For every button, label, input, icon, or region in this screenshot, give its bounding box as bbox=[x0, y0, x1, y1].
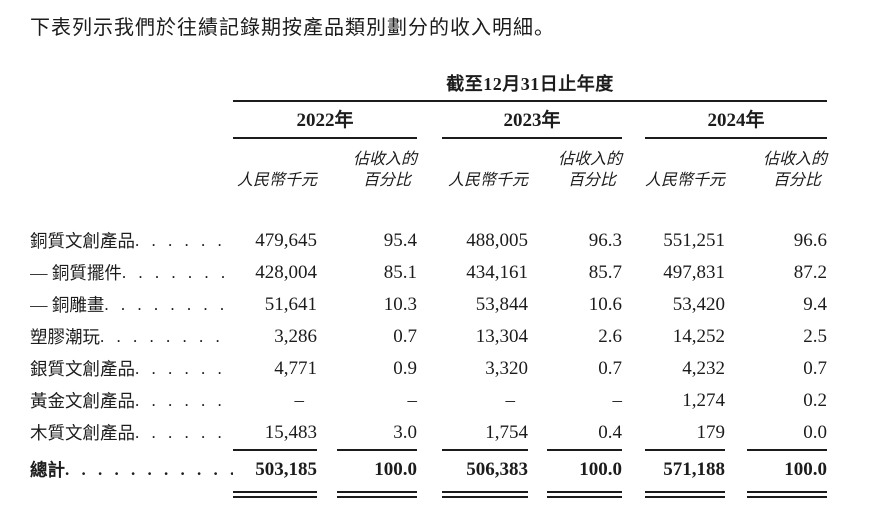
pct-2022: 0.9 bbox=[393, 358, 417, 379]
dot-leader bbox=[104, 289, 233, 321]
row-label: 黃金文創產品 bbox=[30, 385, 233, 417]
amount-header-2024: 人民幣千元 bbox=[645, 172, 726, 189]
pct-2024: 0.0 bbox=[803, 422, 827, 443]
pct-2023: 0.7 bbox=[598, 358, 622, 379]
total-row: 總計 503,185 100.0 506,383 100.0 571,188 1… bbox=[30, 451, 827, 489]
amount-2023: – bbox=[505, 390, 516, 411]
row-label: — 銅質擺件 bbox=[30, 257, 233, 289]
pct-header-2023: 佔收入的 百分比 bbox=[557, 151, 622, 189]
amount-2022: 51,641 bbox=[264, 294, 317, 315]
year-2024-header: 2024年 bbox=[645, 110, 827, 139]
pct-2023: 96.3 bbox=[588, 230, 622, 251]
pct-2022: 95.4 bbox=[383, 230, 417, 251]
pct-2023: 85.7 bbox=[588, 262, 622, 283]
pct-header-2024: 佔收入的 百分比 bbox=[762, 151, 827, 189]
table-row: 銅質文創產品 479,645 95.4 488,005 96.3 551,251… bbox=[30, 225, 827, 257]
amount-2024: 53,420 bbox=[672, 294, 725, 315]
amount-2023: 1,754 bbox=[485, 422, 528, 443]
year-2022-header: 2022年 bbox=[233, 110, 417, 139]
pct-2023: – bbox=[612, 390, 623, 411]
amount-2022: 15,483 bbox=[264, 422, 317, 443]
dot-leader bbox=[100, 321, 233, 353]
pct-2022: – bbox=[407, 390, 418, 411]
amount-2024: 497,831 bbox=[663, 262, 725, 283]
pct-2024: 9.4 bbox=[803, 294, 827, 315]
pct-2022: 10.3 bbox=[383, 294, 417, 315]
total-amount-2022: 503,185 bbox=[255, 459, 317, 480]
row-label: 塑膠潮玩 bbox=[30, 321, 233, 353]
amount-2023: 53,844 bbox=[475, 294, 528, 315]
amount-2023: 434,161 bbox=[466, 262, 528, 283]
row-label: — 銅雕畫 bbox=[30, 289, 233, 321]
table-row: — 銅質擺件 428,004 85.1 434,161 85.7 497,831… bbox=[30, 257, 827, 289]
pct-2024: 2.5 bbox=[803, 326, 827, 347]
table-row: — 銅雕畫 51,641 10.3 53,844 10.6 53,420 9.4 bbox=[30, 289, 827, 321]
total-pct-2024: 100.0 bbox=[784, 459, 827, 480]
pct-2024: 96.6 bbox=[793, 230, 827, 251]
table-row: 銀質文創產品 4,771 0.9 3,320 0.7 4,232 0.7 bbox=[30, 353, 827, 385]
amount-2024: 4,232 bbox=[682, 358, 725, 379]
pct-2023: 0.4 bbox=[598, 422, 622, 443]
amount-2024: 179 bbox=[696, 422, 726, 443]
total-amount-2023: 506,383 bbox=[466, 459, 528, 480]
amount-2023: 488,005 bbox=[466, 230, 528, 251]
amount-2024: 551,251 bbox=[663, 230, 725, 251]
dot-leader bbox=[135, 225, 233, 257]
grand-total-double-rule bbox=[30, 491, 827, 498]
amount-2022: 3,286 bbox=[274, 326, 317, 347]
amount-2022: 428,004 bbox=[255, 262, 317, 283]
dot-leader bbox=[135, 385, 233, 417]
amount-2023: 13,304 bbox=[475, 326, 528, 347]
amount-2024: 14,252 bbox=[672, 326, 725, 347]
dot-leader bbox=[135, 417, 233, 449]
table-body: 銅質文創產品 479,645 95.4 488,005 96.3 551,251… bbox=[30, 225, 827, 498]
table-row: 塑膠潮玩 3,286 0.7 13,304 2.6 14,252 2.5 bbox=[30, 321, 827, 353]
year-2023-header: 2023年 bbox=[442, 110, 622, 139]
row-label: 銀質文創產品 bbox=[30, 353, 233, 385]
pct-2023: 2.6 bbox=[598, 326, 622, 347]
pct-2022: 85.1 bbox=[383, 262, 417, 283]
amount-header-2023: 人民幣千元 bbox=[447, 172, 528, 189]
amount-2022: 4,771 bbox=[274, 358, 317, 379]
year-header-row: 2022年 2023年 2024年 bbox=[30, 110, 827, 139]
total-amount-2024: 571,188 bbox=[663, 459, 725, 480]
pct-2022: 0.7 bbox=[393, 326, 417, 347]
subtotal-rule bbox=[30, 449, 827, 451]
amount-2024: 1,274 bbox=[682, 390, 725, 411]
pct-2023: 10.6 bbox=[588, 294, 622, 315]
amount-2022: – bbox=[294, 390, 305, 411]
period-header: 截至12月31日止年度 bbox=[233, 70, 827, 102]
dot-leader bbox=[65, 451, 233, 489]
row-label: 銅質文創產品 bbox=[30, 225, 233, 257]
row-label: 木質文創產品 bbox=[30, 417, 233, 449]
table-row: 木質文創產品 15,483 3.0 1,754 0.4 179 0.0 bbox=[30, 417, 827, 449]
amount-2023: 3,320 bbox=[485, 358, 528, 379]
table-row: 黃金文創產品 – – – – 1,274 0.2 bbox=[30, 385, 827, 417]
revenue-table: 截至12月31日止年度 2022年 2023年 2024年 人民幣千元 佔收入的… bbox=[30, 70, 827, 498]
intro-paragraph: 下表列示我們於往績記錄期按產品類別劃分的收入明細。 bbox=[30, 17, 555, 39]
amount-header-2022: 人民幣千元 bbox=[236, 172, 317, 189]
total-label: 總計 bbox=[30, 451, 233, 489]
total-pct-2023: 100.0 bbox=[579, 459, 622, 480]
pct-2024: 0.2 bbox=[803, 390, 827, 411]
dot-leader bbox=[135, 353, 233, 385]
pct-2024: 0.7 bbox=[803, 358, 827, 379]
total-pct-2022: 100.0 bbox=[374, 459, 417, 480]
amount-2022: 479,645 bbox=[255, 230, 317, 251]
pct-2022: 3.0 bbox=[393, 422, 417, 443]
column-header-row: 人民幣千元 佔收入的 百分比 人民幣千元 佔收入的 百分比 人民幣千元 佔收入的… bbox=[30, 149, 827, 191]
pct-2024: 87.2 bbox=[793, 262, 827, 283]
dot-leader bbox=[122, 257, 233, 289]
pct-header-2022: 佔收入的 百分比 bbox=[352, 151, 417, 189]
